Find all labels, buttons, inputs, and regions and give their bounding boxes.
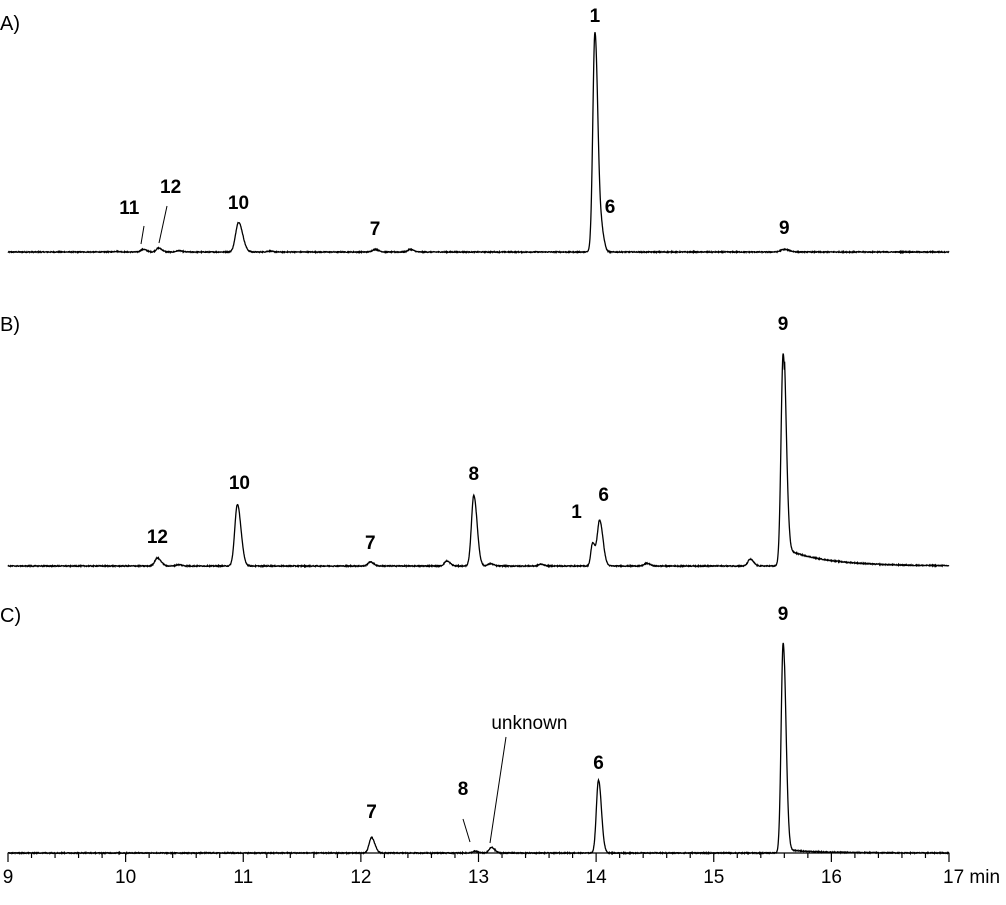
peak-label: 1 xyxy=(590,6,601,27)
peak-label: 9 xyxy=(779,218,790,239)
trace-series xyxy=(7,642,950,856)
leader-line xyxy=(489,736,507,844)
peak-label: 9 xyxy=(778,314,789,335)
x-tick-label: 14 xyxy=(586,867,608,888)
peak-label: 6 xyxy=(593,753,604,774)
peak-label: 10 xyxy=(228,193,249,214)
peak-label: 8 xyxy=(458,779,469,800)
peak-label: 12 xyxy=(160,177,181,198)
x-tick-label: 17 min xyxy=(943,867,1000,888)
peak-label: unknown xyxy=(491,713,567,734)
panel-label: C) xyxy=(0,605,21,627)
x-tick-label: 16 xyxy=(821,867,842,888)
peak-label: 11 xyxy=(119,198,140,219)
peak-label: 6 xyxy=(598,485,609,506)
peak-label: 9 xyxy=(778,604,789,625)
leader-line xyxy=(140,225,145,245)
trace-series xyxy=(7,353,950,569)
panel-label: A) xyxy=(0,13,20,35)
x-axis: 9 10 11 12 13 14 15 16 17 min xyxy=(3,852,1000,888)
panel-c: C) 7 8 unknown 6 9 xyxy=(0,604,950,856)
x-tick-label: 13 xyxy=(468,867,489,888)
peak-label: 7 xyxy=(370,219,381,240)
peak-label: 12 xyxy=(147,527,168,548)
peak-label: 6 xyxy=(605,197,616,218)
trace-series xyxy=(7,32,950,255)
leader-line xyxy=(158,205,168,244)
panel-label: B) xyxy=(0,314,20,336)
x-tick-label: 15 xyxy=(703,867,724,888)
x-tick-label: 9 xyxy=(3,867,14,888)
peak-label: 1 xyxy=(571,502,582,523)
panel-a: A) 11 12 10 7 1 6 9 xyxy=(0,6,950,255)
x-tick-label: 10 xyxy=(115,867,136,888)
x-tick-label: 12 xyxy=(350,867,371,888)
peak-label: 8 xyxy=(469,464,480,485)
x-tick-label: 11 xyxy=(233,867,253,888)
peak-label: 7 xyxy=(366,802,377,823)
leader-line xyxy=(462,818,471,843)
peak-label: 10 xyxy=(229,473,250,494)
panel-b: B) 12 10 7 8 16 9 xyxy=(0,314,950,569)
peak-label: 7 xyxy=(365,533,376,554)
